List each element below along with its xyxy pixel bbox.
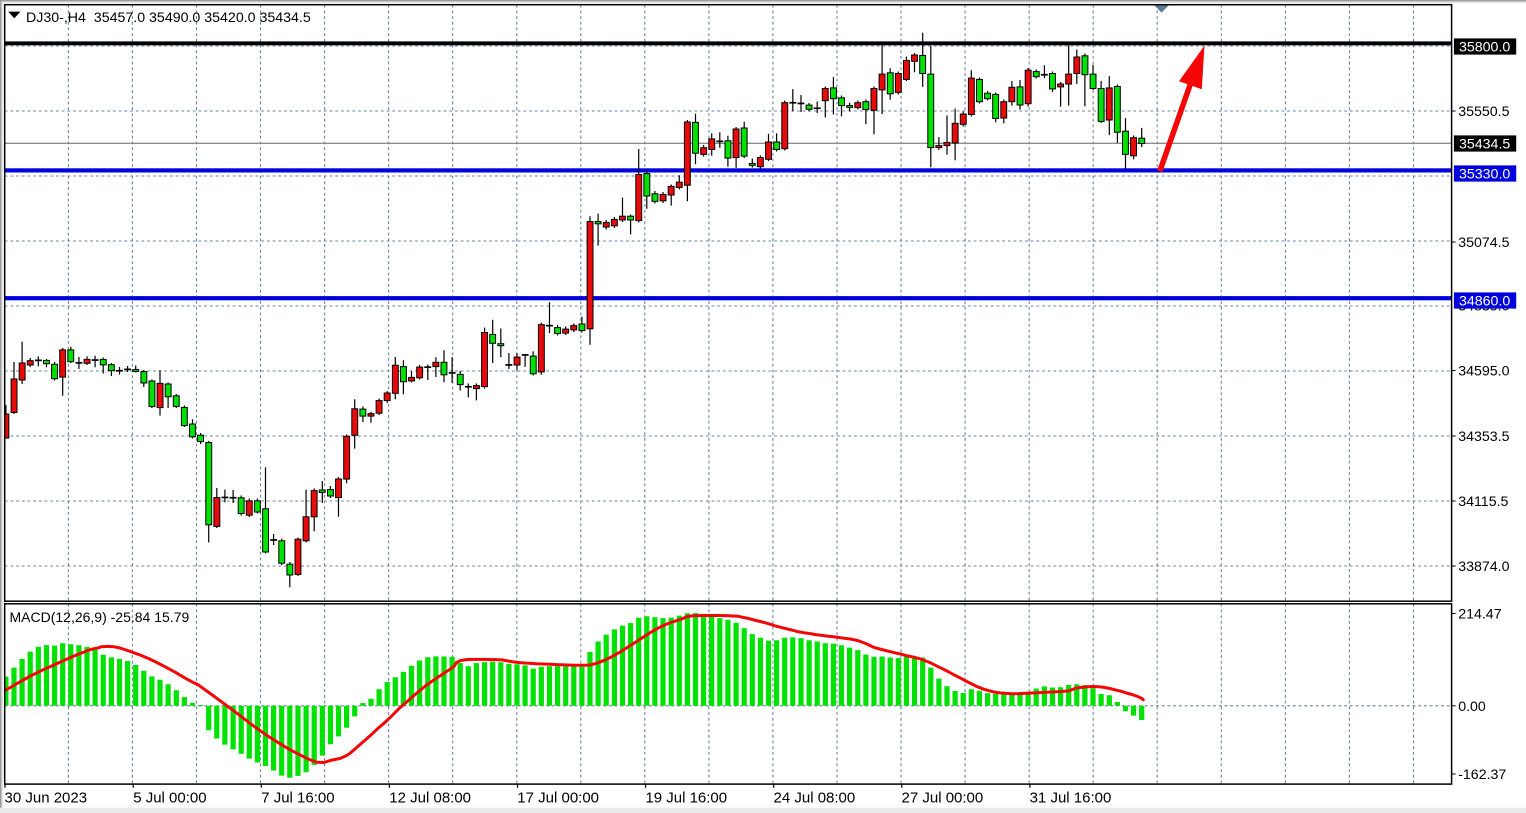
svg-text:19 Jul 16:00: 19 Jul 16:00 [645, 789, 727, 806]
svg-text:0.00: 0.00 [1458, 699, 1486, 715]
svg-text:-162.37: -162.37 [1458, 767, 1506, 783]
svg-text:7 Jul 16:00: 7 Jul 16:00 [261, 789, 334, 806]
svg-text:35434.5: 35434.5 [1459, 137, 1510, 153]
svg-text:35550.5: 35550.5 [1458, 104, 1509, 120]
svg-text:17 Jul 00:00: 17 Jul 00:00 [517, 789, 599, 806]
svg-text:31 Jul 16:00: 31 Jul 16:00 [1030, 789, 1112, 806]
svg-text:34595.0: 34595.0 [1458, 364, 1509, 380]
svg-text:33874.0: 33874.0 [1458, 559, 1509, 575]
svg-text:35330.0: 35330.0 [1459, 167, 1510, 183]
svg-text:27 Jul 00:00: 27 Jul 00:00 [902, 789, 984, 806]
svg-text:5 Jul 00:00: 5 Jul 00:00 [133, 789, 206, 806]
svg-text:12 Jul 08:00: 12 Jul 08:00 [389, 789, 471, 806]
svg-text:35800.0: 35800.0 [1459, 40, 1510, 56]
svg-text:24 Jul 08:00: 24 Jul 08:00 [774, 789, 856, 806]
svg-text:MACD(12,26,9) -25.84 15.79: MACD(12,26,9) -25.84 15.79 [10, 609, 190, 625]
svg-text:30 Jun 2023: 30 Jun 2023 [5, 789, 88, 806]
svg-text:DJ30-,H4 35457.0 35490.0 3542: DJ30-,H4 35457.0 35490.0 35420.0 35434.5 [26, 10, 311, 26]
svg-text:35074.5: 35074.5 [1458, 235, 1509, 251]
svg-text:34353.5: 34353.5 [1458, 429, 1509, 445]
svg-text:34115.5: 34115.5 [1458, 494, 1508, 510]
svg-text:214.47: 214.47 [1458, 607, 1502, 623]
svg-text:34860.0: 34860.0 [1459, 294, 1510, 310]
